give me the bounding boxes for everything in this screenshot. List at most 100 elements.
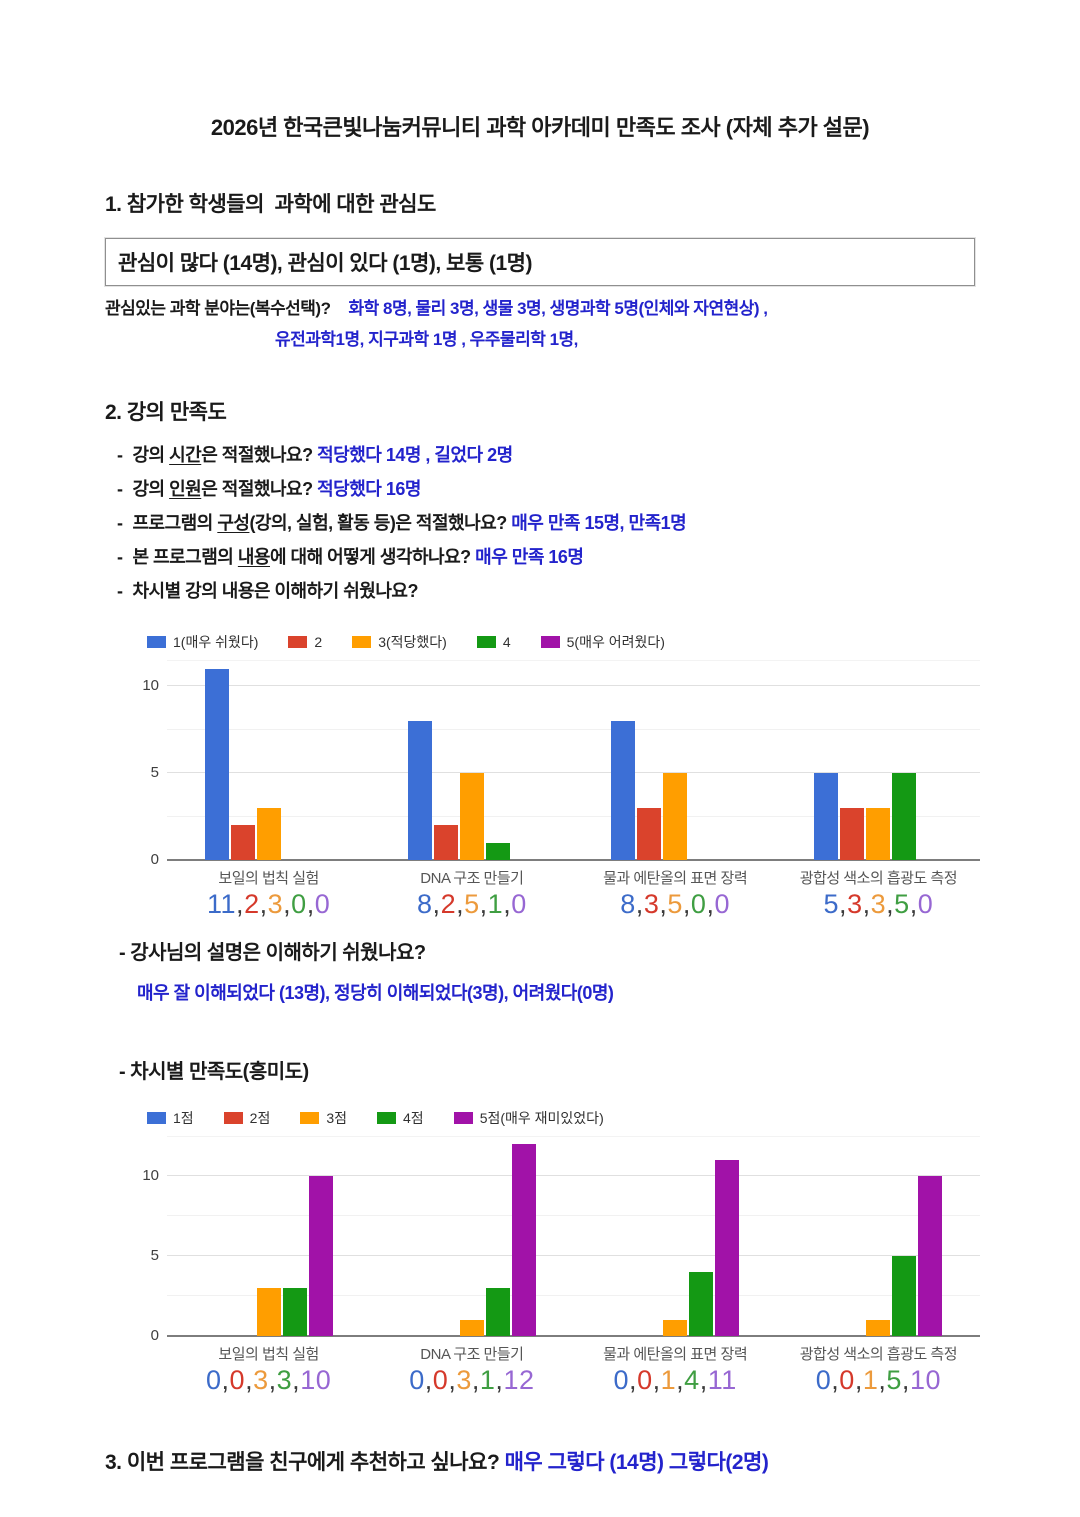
bar-group: [407, 661, 537, 860]
legend-swatch-icon: [300, 1112, 320, 1124]
value-label: 0: [314, 889, 331, 919]
bullet-dash: -: [117, 547, 123, 567]
bar-slot: [662, 773, 688, 860]
category-label: DNA 구조 만들기: [420, 870, 524, 887]
bar-slot: [865, 1320, 891, 1336]
survey-question-line: - 프로그램의 구성(강의, 실험, 활동 등)은 적절했나요? 매우 만족 15…: [105, 506, 975, 540]
section3-line: 3. 이번 프로그램을 친구에게 추천하고 싶나요? 매우 그렇다 (14명) …: [105, 1446, 975, 1476]
bar-slot: [256, 807, 282, 860]
value-labels: 0,0,3,1,12: [409, 1365, 535, 1395]
survey-question-line: -본 프로그램의 내용에 대해 어떻게 생각하나요? 매우 만족 16명: [105, 540, 975, 574]
category-label-cell: 물과 에탄올의 표면 장력 8,3,5,0,0: [574, 867, 777, 920]
bar-series-3: [663, 773, 688, 860]
bar-slot: [865, 807, 891, 860]
chart-plot-area: 0 5 10: [142, 1136, 980, 1344]
legend-swatch-icon: [476, 636, 496, 648]
satisfaction-heading: - 차시별 만족도(흥미도): [119, 1061, 309, 1083]
bar-series-1: [204, 668, 229, 860]
legend-swatch-icon: [288, 636, 308, 648]
bar-series-4: [892, 1256, 917, 1336]
gridline: [167, 1255, 980, 1256]
y-axis-tick-label: 0: [150, 851, 159, 868]
legend-swatch-icon: [377, 1112, 397, 1124]
value-label: 3: [276, 1365, 293, 1395]
legend-label: 1점: [173, 1110, 194, 1126]
value-label: 0: [637, 1365, 653, 1395]
y-axis-tick-label: 0: [150, 1327, 159, 1344]
value-label: 0: [409, 1365, 425, 1395]
bar-series-3: [866, 807, 891, 860]
value-label: 4: [684, 1365, 700, 1395]
bar-slot: [230, 825, 256, 860]
value-labels: 0,0,3,3,10: [206, 1365, 332, 1395]
value-label: 0: [291, 889, 307, 919]
legend-label: 5(매우 어려웠다): [566, 634, 665, 650]
bar-group: [204, 1137, 334, 1336]
gridline: [167, 1175, 980, 1176]
section3-question: 3. 이번 프로그램을 친구에게 추천하고 싶나요?: [105, 1451, 505, 1474]
legend-label: 5점(매우 재미있었다): [479, 1110, 604, 1126]
instructor-answer: 매우 잘 이해되었다 (13명), 정당히 이해되었다(3명), 어려웠다(0명…: [137, 983, 614, 1003]
bar-series-2: [637, 807, 662, 860]
value-label: 1: [479, 1365, 496, 1395]
legend-item: 5(매우 어려웠다): [540, 632, 665, 652]
bar-slot: [610, 720, 636, 860]
legend-swatch-icon: [540, 636, 560, 648]
bullet-dash: -: [117, 445, 123, 465]
bar-slot: [459, 1320, 485, 1336]
gridline: [167, 1295, 980, 1296]
survey-question-line: - 차시별 강의 내용은 이해하기 쉬웠나요?: [105, 574, 975, 608]
legend-item: 4점: [377, 1108, 424, 1128]
value-label: 3: [456, 1365, 472, 1395]
bar-slot: [308, 1176, 334, 1336]
bar-slot: [917, 1176, 943, 1336]
gridline: [167, 815, 980, 817]
category-label-cell: 보일의 법칙 실험 0,0,3,3,10: [167, 1343, 370, 1396]
value-label: 11: [207, 889, 237, 919]
value-label: 5: [464, 889, 480, 919]
bar-series-5: [918, 1176, 943, 1336]
interest-answer-box: 관심이 많다 (14명), 관심이 있다 (1명), 보통 (1명): [104, 237, 976, 287]
value-label: 0: [690, 889, 707, 919]
value-label: 0: [815, 1365, 832, 1395]
legend-label: 1(매우 쉬웠다): [173, 634, 259, 650]
legend-swatch-icon: [223, 1112, 243, 1124]
category-label-cell: 광합성 색소의 흡광도 측정 5,3,3,5,0: [777, 867, 980, 920]
value-label: 3: [847, 889, 863, 919]
chart-lesson-understanding: 1(매우 쉬웠다) 2 3(적당했다) 4 5(매우 어려웠다) 0 5 10 보일의 법칙 실…: [142, 632, 980, 920]
value-label: 8: [620, 889, 636, 919]
answer-text: 매우 만족 15명, 만족1명: [511, 513, 687, 533]
bar-series-5: [308, 1176, 333, 1336]
value-label: 0: [229, 1365, 246, 1395]
question-text: 차시별 강의 내용은 이해하기 쉬웠나요?: [132, 581, 419, 601]
legend-swatch-icon: [453, 1112, 473, 1124]
category-label-cell: 물과 에탄올의 표면 장력 0,0,1,4,11: [574, 1343, 777, 1396]
answer-text: 적당했다 14명 , 길었다 2명: [317, 445, 513, 465]
x-axis-line: [167, 859, 980, 861]
bar-series-4: [689, 1272, 714, 1336]
value-label: 0: [432, 1365, 449, 1395]
question-text: 프로그램의 구성(강의, 실험, 활동 등)은 적절했나요?: [132, 513, 512, 533]
bar-series-3: [459, 1320, 484, 1336]
bar-series-4: [892, 773, 917, 860]
answer-text: 매우 만족 16명: [475, 547, 584, 567]
survey-question-list: - 강의 시간은 적절했나요? 적당했다 14명 , 길었다 2명 - 강의 인원은 …: [105, 438, 975, 608]
bars-row: [167, 1137, 980, 1336]
bar-slot: [459, 773, 485, 860]
bullet-dash: -: [117, 513, 123, 533]
category-label: 광합성 색소의 흡광도 측정: [799, 1346, 958, 1363]
interest-field-answer-2: 유전과학1명, 지구과학 1명 , 우주물리학 1명,: [275, 330, 578, 349]
legend-item: 1(매우 쉬웠다): [147, 632, 258, 652]
bar-series-1: [814, 773, 839, 860]
bar-slot: [485, 842, 511, 860]
bar-slot: [204, 668, 230, 860]
bar-slot: [256, 1288, 282, 1336]
value-label: 0: [839, 1365, 855, 1395]
chart-labels-row: 보일의 법칙 실험 0,0,3,3,10 DNA 구조 만들기 0,0,3,1,12 물…: [167, 1343, 980, 1396]
bar-slot: [891, 773, 917, 860]
y-axis-tick-label: 5: [150, 764, 159, 782]
value-label: 3: [267, 889, 284, 919]
bar-series-3: [256, 1288, 281, 1336]
bar-series-3: [866, 1320, 891, 1336]
chart-lesson-satisfaction: 1점 2점 3점 4점 5점(매우 재미있었다) 0 5 10 보일의 법칙 실험 0,0,3,3…: [142, 1108, 980, 1396]
